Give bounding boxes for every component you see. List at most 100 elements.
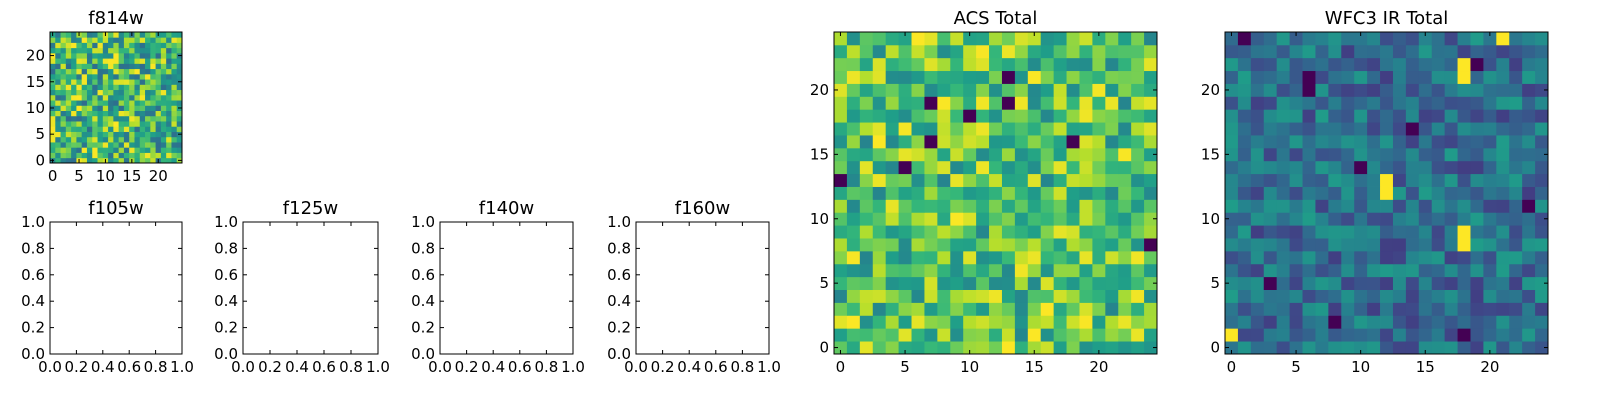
- heatmap-cell: [102, 73, 109, 80]
- heatmap-cell: [1354, 238, 1368, 252]
- heatmap-cell: [129, 37, 135, 43]
- heatmap-cell: [92, 110, 98, 117]
- heatmap-cell: [123, 100, 130, 106]
- heatmap-cell: [1066, 44, 1080, 59]
- heatmap-cell: [97, 89, 104, 96]
- heatmap-cell: [1341, 96, 1355, 110]
- heatmap-cell: [950, 302, 964, 316]
- heatmap-cell: [950, 328, 964, 342]
- heatmap-cell: [150, 89, 156, 96]
- heatmap-cell: [139, 126, 146, 132]
- heatmap-cell: [1328, 109, 1342, 123]
- heatmap-cell: [846, 96, 861, 110]
- heatmap-cell: [55, 73, 61, 80]
- heatmap-cell: [1328, 135, 1342, 149]
- heatmap-cell: [1105, 315, 1119, 329]
- heatmap-cell: [1315, 70, 1329, 84]
- heatmap-cell: [176, 136, 183, 143]
- heatmap-cell: [86, 126, 93, 132]
- x-tick-label: 0.2: [651, 358, 675, 376]
- heatmap-cell: [1444, 225, 1458, 239]
- heatmap-cell: [937, 276, 951, 290]
- heatmap-cell: [885, 160, 899, 175]
- heatmap-cell: [1276, 212, 1290, 226]
- heatmap-cell: [134, 52, 141, 59]
- heatmap-cell: [102, 110, 109, 117]
- heatmap-cell: [1302, 109, 1316, 123]
- heatmap-cell: [911, 302, 925, 316]
- heatmap-cell: [898, 160, 912, 175]
- heatmap-cell: [1053, 135, 1067, 149]
- heatmap-cell: [872, 199, 887, 213]
- heatmap-cell: [950, 250, 964, 265]
- heatmap-cell: [1053, 173, 1067, 187]
- heatmap-cell: [1237, 276, 1252, 290]
- heatmap-cell: [1040, 276, 1055, 290]
- heatmap-cell: [166, 115, 172, 122]
- heatmap-cell: [976, 328, 990, 342]
- heatmap-cell: [1328, 44, 1342, 59]
- heatmap-cell: [1066, 263, 1080, 278]
- heatmap-cell: [885, 32, 899, 46]
- axes-frame: [242, 221, 379, 355]
- y-tick-label: 5: [1210, 274, 1220, 292]
- heatmap-cell: [92, 157, 98, 164]
- heatmap-cell: [102, 79, 109, 85]
- heatmap-cell: [1237, 186, 1252, 200]
- heatmap-cell: [81, 63, 88, 70]
- heatmap-cell: [1405, 122, 1420, 136]
- heatmap-cell: [92, 131, 98, 138]
- heatmap-cell: [911, 122, 925, 136]
- heatmap-cell: [1444, 212, 1458, 226]
- heatmap-cell: [1014, 44, 1029, 59]
- heatmap-cell: [1418, 315, 1433, 329]
- heatmap-cell: [1263, 315, 1278, 329]
- heatmap-cell: [1263, 44, 1278, 59]
- heatmap-cell: [65, 84, 72, 91]
- heatmap-cell: [1418, 122, 1433, 136]
- heatmap-cell: [859, 315, 874, 329]
- heatmap-cell: [155, 58, 162, 64]
- heatmap-cell: [1053, 225, 1067, 239]
- heatmap-cell: [1380, 238, 1394, 252]
- heatmap-cell: [1328, 122, 1342, 136]
- heatmap-cell: [1302, 263, 1316, 278]
- heatmap-cell: [108, 58, 114, 64]
- heatmap-cell: [55, 84, 61, 91]
- heatmap-cell: [1066, 83, 1080, 97]
- heatmap-cell: [134, 79, 141, 85]
- heatmap-cell: [911, 186, 925, 200]
- heatmap-cell: [1289, 199, 1303, 213]
- heatmap-cell: [1457, 70, 1471, 84]
- heatmap-cell: [1354, 199, 1368, 213]
- heatmap-cell: [1289, 186, 1303, 200]
- heatmap-cell: [1470, 315, 1484, 329]
- heatmap-cell: [55, 121, 61, 127]
- heatmap-cell: [1250, 263, 1265, 278]
- heatmap-cell: [1535, 70, 1549, 84]
- heatmap-cell: [1276, 70, 1290, 84]
- heatmap-cell: [1001, 238, 1016, 252]
- heatmap-cell: [1066, 135, 1080, 149]
- heatmap-cell: [160, 47, 167, 54]
- heatmap-cell: [989, 135, 1003, 149]
- heatmap-cell: [859, 109, 874, 123]
- heatmap-cell: [976, 173, 990, 187]
- heatmap-cell: [1457, 315, 1471, 329]
- heatmap-cell: [1354, 32, 1368, 46]
- heatmap-cell: [1225, 263, 1239, 278]
- heatmap-cell: [1118, 70, 1132, 84]
- heatmap-cell: [139, 47, 146, 54]
- heatmap-cell: [1483, 122, 1497, 136]
- heatmap-cell: [1341, 289, 1355, 303]
- heatmap-cell: [145, 110, 151, 117]
- heatmap-cell: [834, 302, 848, 316]
- heatmap-cell: [108, 37, 114, 43]
- heatmap-cell: [846, 212, 861, 226]
- heatmap-cell: [950, 315, 964, 329]
- heatmap-cell: [1341, 328, 1355, 342]
- y-tick-label: 0.2: [607, 319, 631, 337]
- heatmap-cell: [1535, 225, 1549, 239]
- heatmap-cell: [1509, 199, 1523, 213]
- heatmap-cell: [81, 42, 88, 49]
